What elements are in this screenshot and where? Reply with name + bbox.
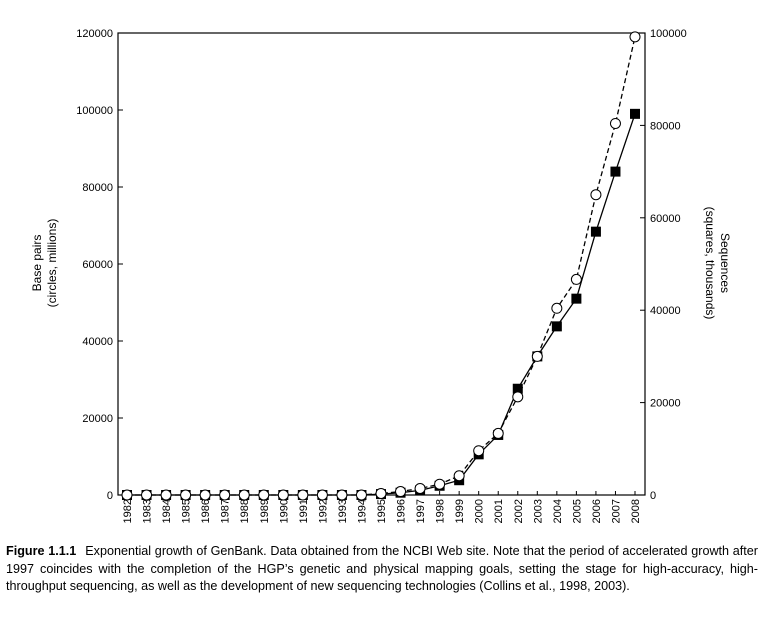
circle-data-point [570,273,582,285]
chart-axes: 0 20000 40000 60000 80000 100000 120000 0 20000 4… [76,28,686,523]
circle-data-point [512,391,524,403]
circle-data-point [355,489,367,501]
figure-caption: Figure 1.1.1 Exponential growth of GenBan… [6,543,758,596]
y-tick-label: 80000 [82,182,113,194]
y2-axis-title-line1: Sequences [718,233,732,293]
circle-data-point [434,478,446,490]
y2-tick-label: 20000 [650,398,681,410]
x-tick-label: 1995 [376,499,388,523]
x-tick-label: 1988 [239,499,251,523]
figure-caption-text: Exponential growth of GenBank. Data obta… [6,544,759,593]
y2-tick-label: 60000 [650,213,681,225]
square-data-point [512,383,523,394]
circle-data-point [277,489,289,501]
circle-data-point [375,487,387,499]
x-tick-label: 1997 [415,499,427,523]
x-tick-label: 1991 [298,499,310,523]
circle-data-point [141,489,153,501]
circle-data-point [531,350,543,362]
y-tick-label: 60000 [82,259,113,271]
y2-tick-label: 40000 [650,305,681,317]
y2-tick-label: 100000 [650,28,687,40]
x-tick-label: 2001 [493,499,505,523]
x-tick-label: 1994 [356,499,368,523]
x-tick-label: 1989 [259,499,271,523]
circle-data-point [199,489,211,501]
square-data-point [551,321,562,332]
series-markers [121,31,641,501]
x-tick-label: 2007 [610,499,622,523]
circle-data-point [297,489,309,501]
circle-data-point [453,470,465,482]
x-tick-label: 1985 [181,499,193,523]
x-tick-label: 1996 [396,499,408,523]
circle-data-point [316,489,328,501]
x-tick-label: 1982 [122,499,134,523]
y-axis-title-line1: Base pairs [30,235,44,292]
circle-data-point [238,489,250,501]
x-tick-label: 2004 [552,499,564,523]
circle-data-point [629,31,641,43]
x-tick-label: 1983 [142,499,154,523]
x-tick-label: 2006 [591,499,603,523]
axis-labels: Base pairs (circles, millions) Sequences… [30,207,732,320]
series-lines [127,36,636,496]
circle-data-point [609,117,621,129]
x-tick-label: 1987 [220,499,232,523]
circle-data-point [258,489,270,501]
circle-data-point [160,489,172,501]
circle-data-point [473,445,485,457]
y-axis-title-line2: (circles, millions) [45,219,59,308]
x-tick-label: 1992 [317,499,329,523]
x-tick-label: 1984 [161,499,173,523]
circle-data-point [492,427,504,439]
x-tick-label: 2002 [513,499,525,523]
x-tick-label: 1998 [435,499,447,523]
y2-tick-label: 80000 [650,120,681,132]
x-tick-label: 1990 [278,499,290,523]
square-data-point [610,166,621,177]
circle-data-point [180,489,192,501]
square-data-point [571,293,582,304]
x-tick-label: 1999 [454,499,466,523]
x-tick-label: 2005 [571,499,583,523]
x-tick-label: 1993 [337,499,349,523]
x-tick-label: 2003 [532,499,544,523]
circle-data-point [121,489,133,501]
y-tick-label: 40000 [82,336,113,348]
x-tick-label: 2008 [630,499,642,523]
circle-data-point [551,302,563,314]
y2-axis-title-line2: (squares, thousands) [703,207,717,320]
y-tick-label: 0 [107,490,113,502]
circle-data-point [395,486,407,498]
x-tick-label: 1986 [200,499,212,523]
circle-data-point [336,489,348,501]
plot-frame [117,32,646,496]
y-tick-label: 120000 [76,28,113,40]
circle-data-point [590,189,602,201]
circle-series-line [127,36,636,496]
y2-tick-label: 0 [650,490,656,502]
square-data-point [630,108,640,119]
x-tick-label: 2000 [474,499,486,523]
y-tick-label: 100000 [76,105,113,117]
genbank-growth-chart: 0 20000 40000 60000 80000 100000 120000 0 20000 4… [30,28,732,523]
y-tick-label: 20000 [82,413,113,425]
circle-data-point [414,482,426,494]
circle-data-point [219,489,231,501]
figure-caption-label: Figure 1.1.1 [6,544,77,558]
square-data-point [590,226,601,237]
